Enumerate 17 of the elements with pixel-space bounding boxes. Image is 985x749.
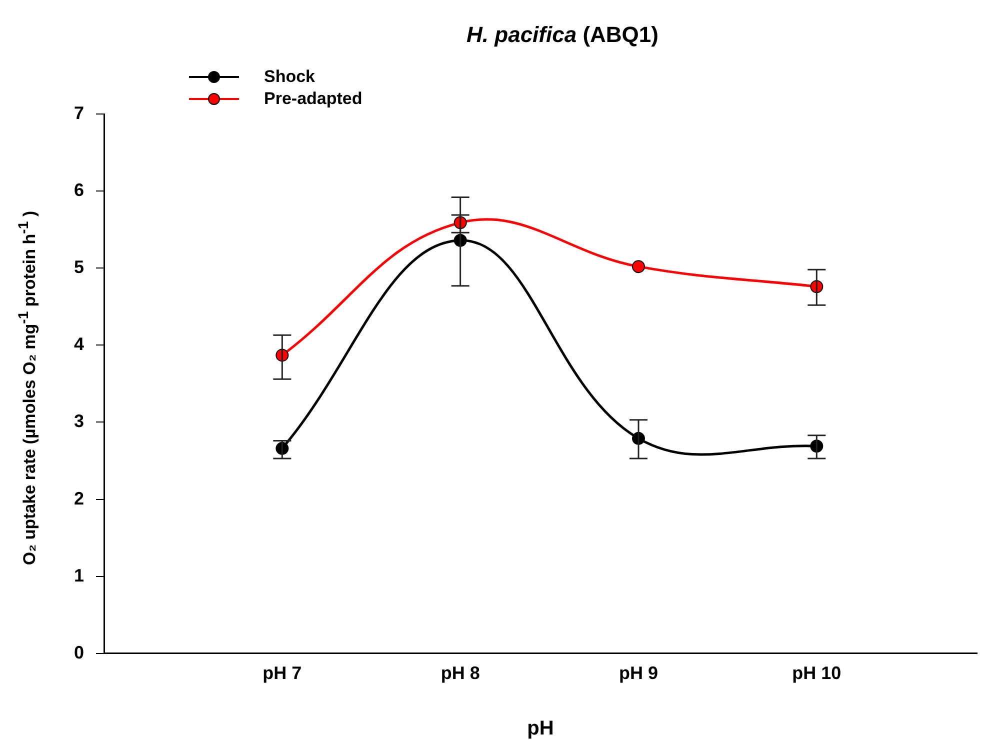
y-tick-label: 6 — [74, 180, 84, 200]
y-tick-label: 3 — [74, 411, 84, 432]
x-tick-label: pH 10 — [792, 663, 842, 684]
x-tick-label: pH 7 — [262, 663, 302, 684]
y-tick-label: 2 — [74, 488, 84, 508]
y-tick-label: 1 — [74, 565, 84, 586]
y-tick-label: 0 — [74, 642, 84, 662]
y-tick-label: 4 — [74, 334, 84, 354]
legend-label: Shock — [264, 67, 316, 87]
y-tick-label: 7 — [74, 102, 84, 123]
point — [632, 260, 645, 274]
y-tick-label: 5 — [74, 257, 84, 278]
x-tick-label: pH 9 — [618, 663, 658, 684]
chart-title: H. pacifica (ABQ1) — [466, 22, 660, 48]
x-axis-title: pH — [527, 718, 554, 740]
legend-label: Pre-adapted — [264, 89, 362, 109]
x-tick-label: pH 8 — [440, 663, 480, 684]
